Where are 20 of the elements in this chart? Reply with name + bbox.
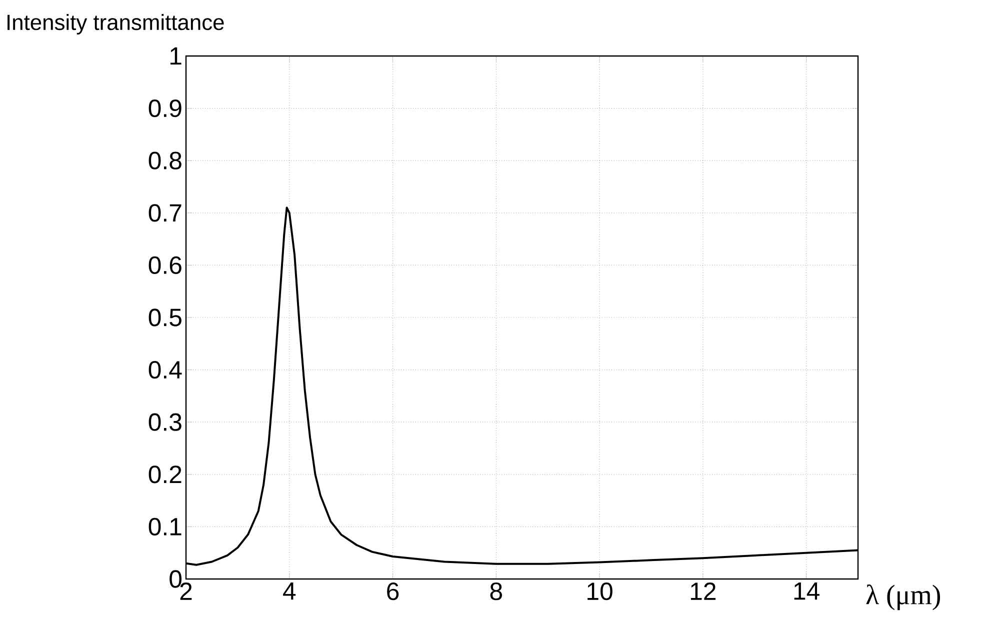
y-tick-label: 0.3 — [148, 413, 182, 431]
x-axis-title: λ (μm) — [866, 584, 940, 610]
x-tick-label: 2 — [180, 582, 192, 600]
x-tick-label: 4 — [283, 582, 296, 600]
y-tick-label: 0.9 — [148, 99, 182, 118]
y-tick-label: 0.1 — [148, 518, 182, 536]
y-tick-label: 0 — [170, 570, 182, 588]
x-tick-label: 12 — [690, 582, 716, 600]
y-tick-label: 0.2 — [148, 466, 182, 484]
y-tick-label: 0.8 — [148, 152, 182, 170]
x-tick-label: 14 — [794, 582, 820, 600]
y-tick-label: 0.5 — [148, 308, 182, 326]
x-tick-label: 8 — [490, 582, 502, 600]
y-tick-label: 0.6 — [148, 256, 182, 274]
x-tick-label: 6 — [387, 582, 399, 600]
y-tick-label: 1 — [170, 47, 182, 65]
x-tick-label: 10 — [588, 582, 612, 600]
y-axis-title: Intensity transmittance — [8, 14, 224, 34]
y-tick-label: 0.4 — [148, 360, 182, 379]
y-tick-label: 0.7 — [148, 204, 182, 222]
